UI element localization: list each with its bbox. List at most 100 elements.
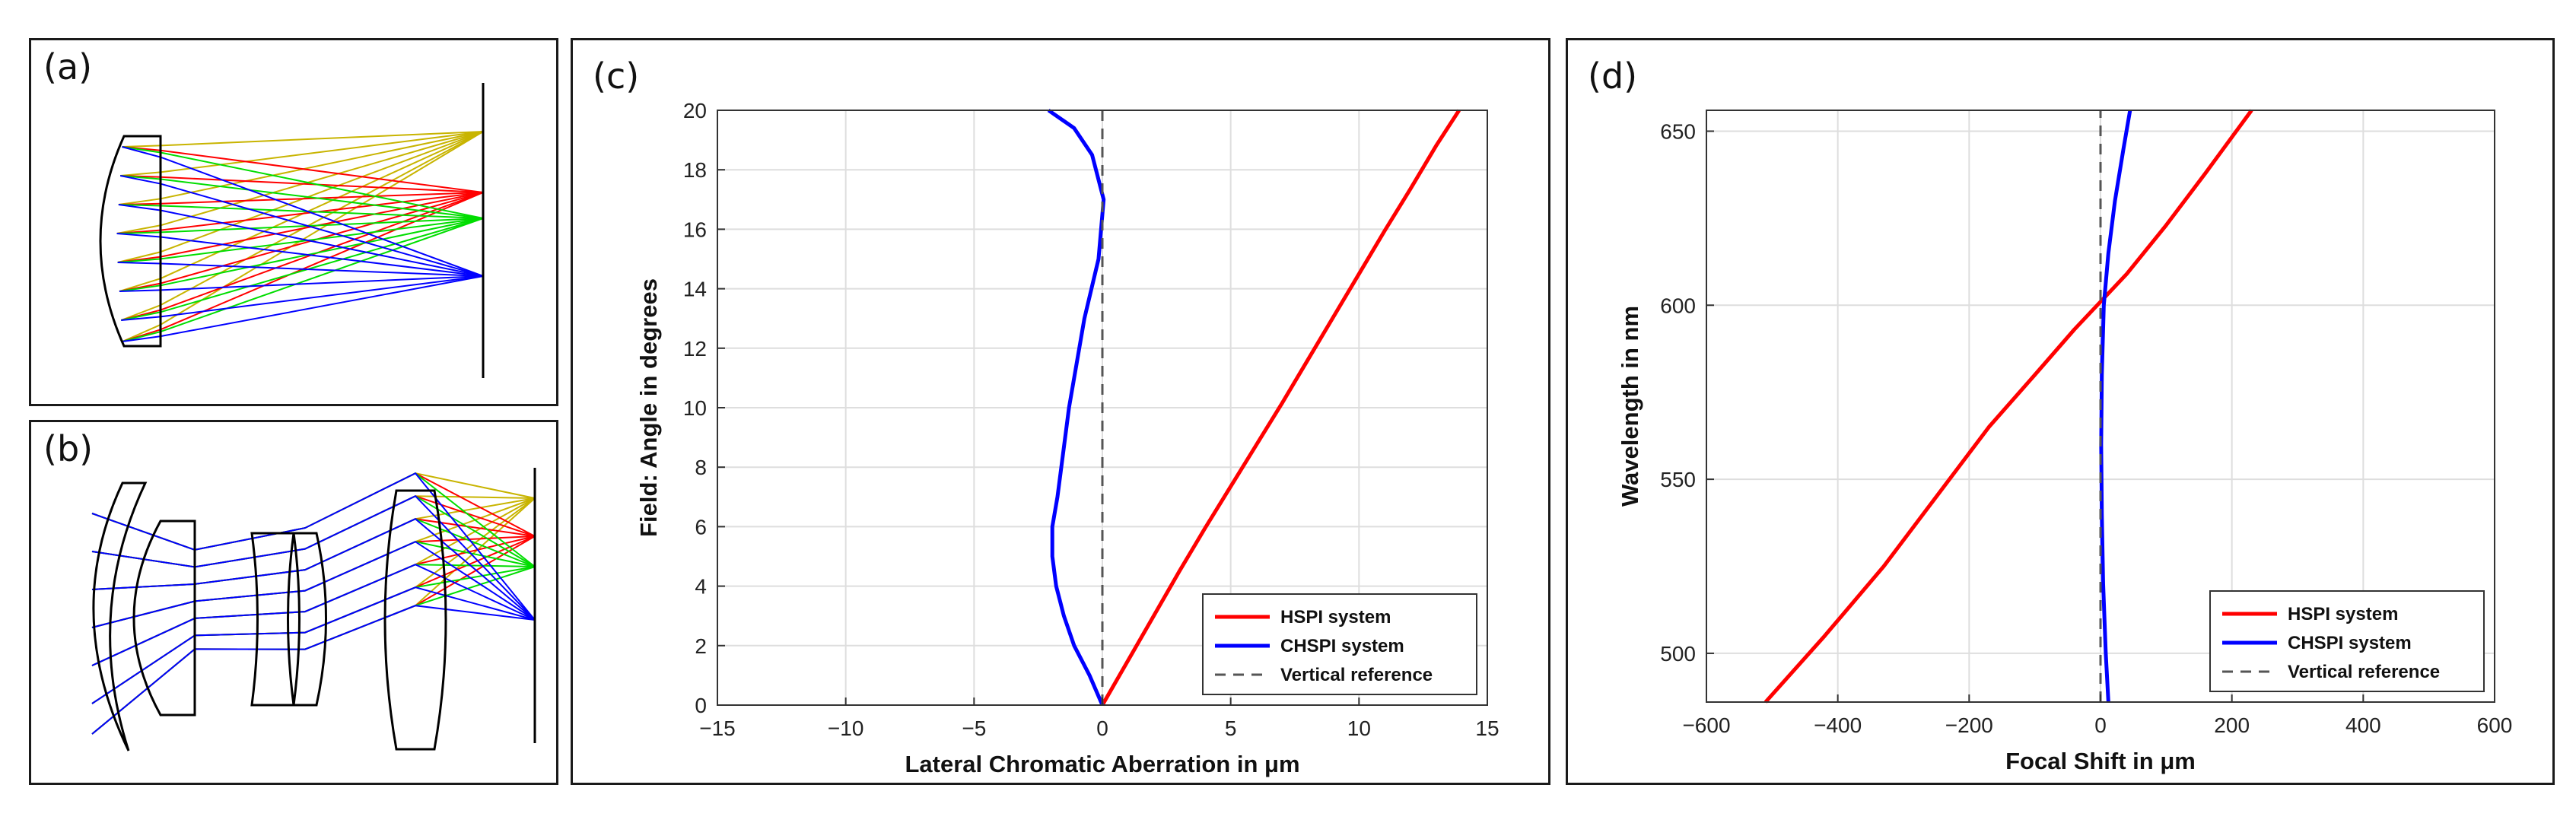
ray-a-b-in (116, 233, 161, 238)
x-tick-label: 5 (1225, 717, 1237, 740)
ray-b-y (91, 497, 536, 704)
y-tick-label: 20 (683, 99, 707, 122)
x-tick-label: 10 (1347, 717, 1371, 740)
x-tick-label: 0 (1096, 717, 1108, 740)
ray-a-b-in (119, 175, 161, 185)
ray-a-b-out (160, 275, 484, 318)
ray-b-r (91, 535, 536, 628)
y-axis-title: Wavelength in nm (1617, 306, 1643, 507)
x-tick-label: −5 (962, 717, 986, 740)
ray-a-b-out (160, 275, 484, 291)
ray-a-b-in (122, 146, 161, 158)
lens-diagram-b (91, 468, 536, 752)
ray-a-y-in (116, 224, 161, 234)
ray-a-y-in (122, 324, 161, 342)
ray-a-b-in (117, 262, 161, 265)
legend-label: HSPI system (1280, 607, 1391, 628)
lens-element-b4 (292, 532, 327, 707)
lens-element-b3 (250, 532, 295, 707)
ray-a-y-out (160, 131, 484, 307)
ray-a-g-out (160, 205, 484, 219)
ray-a-b-in (118, 204, 161, 211)
panel-b-label: (b) (43, 428, 94, 469)
ray-b-y (91, 495, 536, 568)
y-tick-label: 14 (683, 278, 707, 301)
x-tick-label: 200 (2214, 713, 2250, 737)
ray-bundle-a (116, 131, 484, 342)
legend-label: Vertical reference (2288, 662, 2440, 682)
ray-b-b (91, 586, 536, 704)
ray-a-b-in (119, 289, 161, 292)
y-tick-label: 2 (695, 634, 707, 658)
ray-a-y-out (160, 131, 484, 173)
series-line-hspi-system (1100, 109, 1461, 707)
ray-a-b-out (160, 209, 484, 277)
ray-a-g-out (160, 218, 484, 313)
ray-a-y-out (160, 131, 484, 253)
ray-a-r-out (160, 192, 484, 331)
lens-element-b2 (132, 520, 196, 717)
y-tick-label: 550 (1660, 468, 1696, 491)
chart-focal-shift: −600 −400 −200 0 200 400 600 500 550 600 650 Focal … (1617, 109, 2512, 774)
ray-a-b-out (160, 156, 484, 277)
ray-b-g (91, 564, 536, 666)
lens-element-b5 (383, 489, 447, 751)
y-tick-label: 8 (695, 456, 707, 479)
ray-a-y-in (117, 251, 161, 263)
y-tick-label: 6 (695, 515, 707, 539)
x-tick-label: −10 (828, 717, 864, 740)
ray-a-g-in (121, 311, 161, 321)
x-tick-label: 0 (2094, 713, 2107, 737)
y-tick-label: 12 (683, 337, 707, 361)
x-tick-label: −200 (1945, 713, 1993, 737)
lens-element-a (99, 135, 162, 348)
x-axis-title: Lateral Chromatic Aberration in μm (905, 751, 1299, 777)
x-tick-label: −400 (1814, 713, 1862, 737)
y-tick-label: 600 (1660, 294, 1696, 317)
ray-a-b-out (160, 275, 484, 338)
ray-a-b-in (122, 335, 161, 342)
x-tick-label: −600 (1682, 713, 1730, 737)
y-tick-label: 500 (1660, 642, 1696, 666)
y-tick-label: 16 (683, 218, 707, 241)
ray-a-g-out (160, 218, 484, 332)
ray-a-g-out (160, 218, 484, 234)
chart-lateral-chromatic-aberration: −15 −10 −5 0 5 10 15 0 2 4 6 8 10 12 14 16 18 20 Lateral C… (635, 99, 1499, 777)
series-line-chspi-system (1047, 108, 1106, 706)
ray-a-g-in (122, 331, 161, 342)
ray-a-y-in (120, 304, 161, 321)
ray-a-b-out (160, 183, 484, 277)
ray-a-y-out (160, 131, 484, 200)
ray-a-g-out (160, 218, 484, 287)
ray-a-g-in (119, 284, 161, 292)
ray-a-y-out (160, 131, 484, 147)
panel-a-label: (a) (43, 46, 93, 87)
legend-label: HSPI system (2288, 604, 2398, 624)
ray-a-y-in (120, 171, 161, 176)
ray-b-g (91, 495, 536, 568)
ray-b-g (91, 541, 536, 628)
y-tick-label: 4 (695, 575, 707, 599)
ray-a-y-out (160, 131, 484, 326)
panel-b: (b) (29, 420, 558, 785)
series-line-chspi-system (2099, 110, 2132, 703)
ray-a-g-out (160, 178, 484, 219)
ray-b-b (91, 564, 536, 666)
series-line-hspi-system (1763, 109, 2253, 704)
panel-a: (a) (29, 38, 558, 406)
legend-label: Vertical reference (1280, 665, 1433, 685)
ray-b-r (91, 495, 536, 568)
ray-a-y-out (160, 131, 484, 227)
ray-b-b (91, 472, 536, 621)
ray-b-b (91, 518, 536, 621)
ray-a-y-out (160, 131, 484, 280)
x-tick-label: 400 (2345, 713, 2381, 737)
lens-element-b1 (92, 481, 148, 752)
ray-bundle-b (91, 472, 536, 735)
y-tick-label: 18 (683, 158, 707, 182)
ray-a-b-in (121, 316, 161, 321)
panel-d-label: (d) (1588, 56, 1638, 97)
lens-diagram-a (99, 83, 485, 378)
ray-b-b (91, 605, 536, 735)
ray-a-y-in (118, 198, 161, 205)
